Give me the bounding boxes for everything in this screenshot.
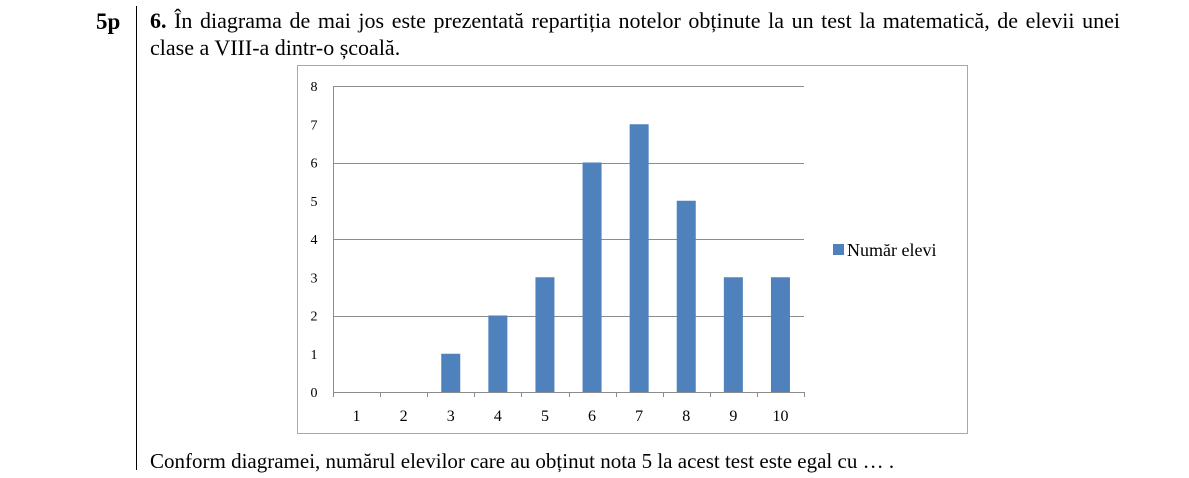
x-tick-label: 9	[729, 408, 737, 425]
y-tick-label: 4	[311, 233, 318, 248]
x-tick-label: 7	[635, 408, 643, 425]
question-text: 6. În diagrama de mai jos este prezentat…	[150, 7, 1120, 61]
bar-4	[488, 315, 508, 392]
bar-5	[535, 277, 555, 392]
x-tick-label: 3	[447, 408, 455, 425]
x-tick-label: 8	[682, 408, 690, 425]
y-tick-label: 3	[311, 271, 318, 286]
y-tick-label: 1	[311, 348, 318, 363]
bar-9	[723, 277, 743, 392]
question-statement: În diagrama de mai jos este prezentată r…	[150, 8, 1121, 60]
bar-6	[582, 162, 602, 392]
question-prompt: Conform diagramei, numărul elevilor care…	[150, 449, 895, 473]
bar-7	[629, 124, 649, 392]
question-number: 6.	[150, 8, 167, 33]
y-tick-label: 7	[311, 118, 318, 133]
y-tick-label: 6	[311, 157, 318, 172]
x-tick-label: 10	[772, 408, 788, 425]
points-label: 5p	[96, 9, 121, 34]
legend-swatch	[833, 244, 844, 255]
legend-label: Număr elevi	[847, 240, 937, 260]
bar-chart: 0 1 2 3 4 5 6 7 8 1 2 3 4 5 6 7 8 9 10 Număr elevi	[297, 65, 968, 434]
x-tick-label: 6	[588, 408, 596, 425]
x-tick-label: 1	[353, 408, 361, 425]
x-tick-label: 5	[541, 408, 549, 425]
bar-10	[770, 277, 790, 392]
y-tick-label: 5	[311, 195, 318, 210]
y-tick-label: 8	[311, 80, 318, 95]
margin-divider	[136, 6, 137, 470]
chart-svg: 0 1 2 3 4 5 6 7 8 1 2 3 4 5 6 7 8 9 10	[311, 80, 805, 425]
y-tick-label: 2	[311, 310, 318, 325]
x-tick-label: 4	[494, 408, 502, 425]
bar-3	[441, 353, 461, 392]
bar-8	[676, 200, 696, 392]
x-tick-label: 2	[400, 408, 408, 425]
chart-legend: Număr elevi	[833, 239, 936, 261]
y-tick-label: 0	[311, 386, 318, 401]
